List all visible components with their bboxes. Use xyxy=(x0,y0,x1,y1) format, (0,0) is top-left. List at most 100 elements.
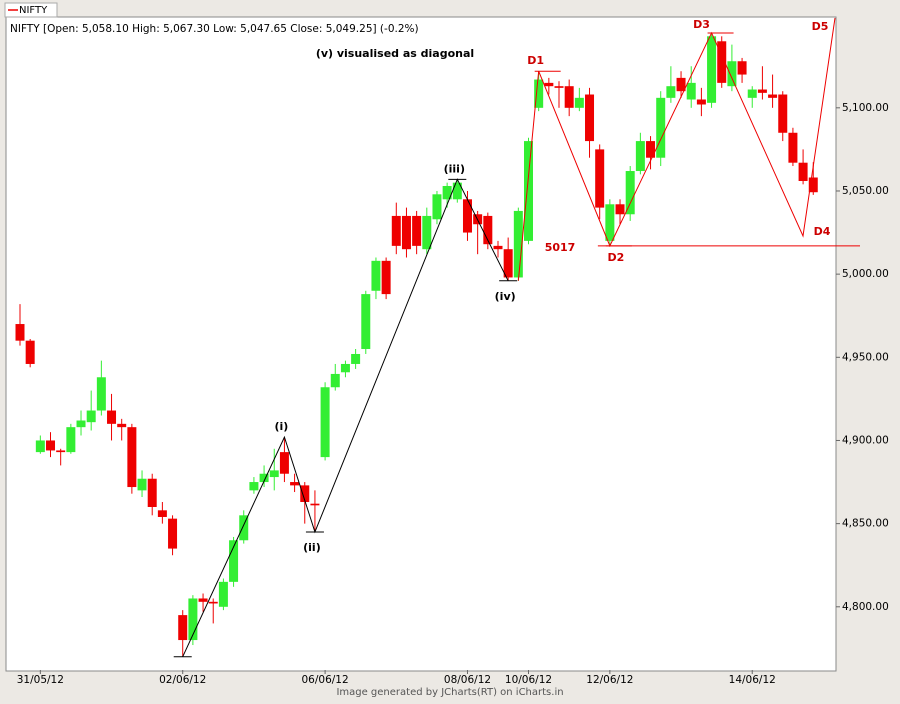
legend xyxy=(4,2,58,18)
candle-body xyxy=(412,215,422,246)
candle-body xyxy=(442,185,452,200)
d-label: D3 xyxy=(693,18,710,31)
candle-body xyxy=(686,82,696,100)
candle-body xyxy=(696,99,706,105)
candle-body xyxy=(605,204,615,241)
candle-body xyxy=(15,324,25,341)
candle-body xyxy=(300,485,310,503)
candle-body xyxy=(534,79,544,108)
candle-body xyxy=(422,215,432,250)
y-tick-label: 4,800.00 xyxy=(842,601,889,613)
candle-body xyxy=(168,518,178,549)
x-tick-label: 02/06/12 xyxy=(159,674,206,686)
candle-body xyxy=(340,363,350,373)
x-tick-label: 12/06/12 xyxy=(586,674,633,686)
x-tick-label: 06/06/12 xyxy=(302,674,349,686)
candle-body xyxy=(574,97,584,108)
candle-body xyxy=(524,141,533,241)
candle-body xyxy=(361,294,371,349)
candle-body xyxy=(391,215,401,246)
candle-body xyxy=(218,581,228,607)
candle-body xyxy=(208,601,218,604)
candle-body xyxy=(513,210,523,278)
candle-body xyxy=(737,61,747,75)
candle-body xyxy=(157,510,167,517)
candle-body xyxy=(717,41,727,83)
y-tick-label: 4,950.00 xyxy=(842,351,889,363)
candle-body xyxy=(351,353,361,364)
candle-body xyxy=(229,540,239,582)
legend-label: NIFTY xyxy=(19,5,48,16)
d-label: D5 xyxy=(812,20,829,33)
candle-body xyxy=(66,427,76,453)
wave-label: (ii) xyxy=(303,541,321,554)
candle-body xyxy=(381,260,391,295)
candle-body xyxy=(269,470,279,478)
candle-body xyxy=(96,377,106,411)
y-tick-label: 4,850.00 xyxy=(842,518,889,530)
candle-body xyxy=(503,249,513,278)
candle-body xyxy=(249,482,259,491)
y-tick-label: 5,000.00 xyxy=(842,268,889,280)
support-label: 5017 xyxy=(545,241,576,254)
candle-body xyxy=(778,94,788,133)
candle-body xyxy=(646,141,656,158)
candle-body xyxy=(137,478,147,491)
candle-body xyxy=(401,215,411,250)
candle-body xyxy=(178,615,188,641)
candle-body xyxy=(46,440,56,451)
candle-body xyxy=(676,77,686,92)
d-label: D1 xyxy=(527,54,544,67)
candle-body xyxy=(554,86,564,88)
candle-body xyxy=(56,450,66,453)
candle-body xyxy=(727,61,737,87)
candle-body xyxy=(462,199,472,233)
candle-body xyxy=(452,182,462,200)
candle-body xyxy=(666,86,676,98)
candle-body xyxy=(493,245,503,250)
x-tick-label: 31/05/12 xyxy=(17,674,64,686)
d-label: D2 xyxy=(607,251,624,264)
candle-body xyxy=(656,97,666,158)
candle-body xyxy=(595,149,605,208)
candle-body xyxy=(76,420,86,428)
diagonal-line xyxy=(517,17,836,281)
candle-body xyxy=(117,423,127,428)
candle-body xyxy=(808,177,818,193)
candle-body xyxy=(635,141,645,172)
candle-body xyxy=(188,598,198,641)
candle-body xyxy=(25,340,35,364)
candle-body xyxy=(798,162,808,181)
candle-body xyxy=(625,171,635,215)
candle-body xyxy=(35,440,45,453)
wave-label: (iv) xyxy=(495,290,516,303)
candle-body xyxy=(544,82,554,87)
candle-body xyxy=(320,387,330,458)
candle-body xyxy=(127,427,137,488)
candle-body xyxy=(564,86,574,108)
y-tick-label: 5,100.00 xyxy=(842,102,889,114)
x-tick-label: 08/06/12 xyxy=(444,674,491,686)
candle-body xyxy=(330,373,340,388)
x-tick-label: 10/06/12 xyxy=(505,674,552,686)
candle-body xyxy=(768,94,778,98)
candle-body xyxy=(259,473,269,483)
candle-body xyxy=(239,515,249,541)
footer: Image generated by JCharts(RT) on iChart… xyxy=(336,687,563,698)
d-label: D4 xyxy=(814,225,831,238)
candle-body xyxy=(747,89,757,98)
note: (v) visualised as diagonal xyxy=(316,47,474,60)
candle-body xyxy=(310,503,320,506)
candle-body xyxy=(585,94,595,142)
y-tick-label: 4,900.00 xyxy=(842,434,889,446)
candle-body xyxy=(198,598,208,602)
y-tick-label: 5,050.00 xyxy=(842,185,889,197)
candle-body xyxy=(279,452,289,474)
wave-label: (i) xyxy=(275,420,289,433)
wave-label: (iii) xyxy=(444,162,465,175)
candle-body xyxy=(107,410,117,424)
plot-area xyxy=(5,16,837,672)
candle-body xyxy=(290,482,300,486)
